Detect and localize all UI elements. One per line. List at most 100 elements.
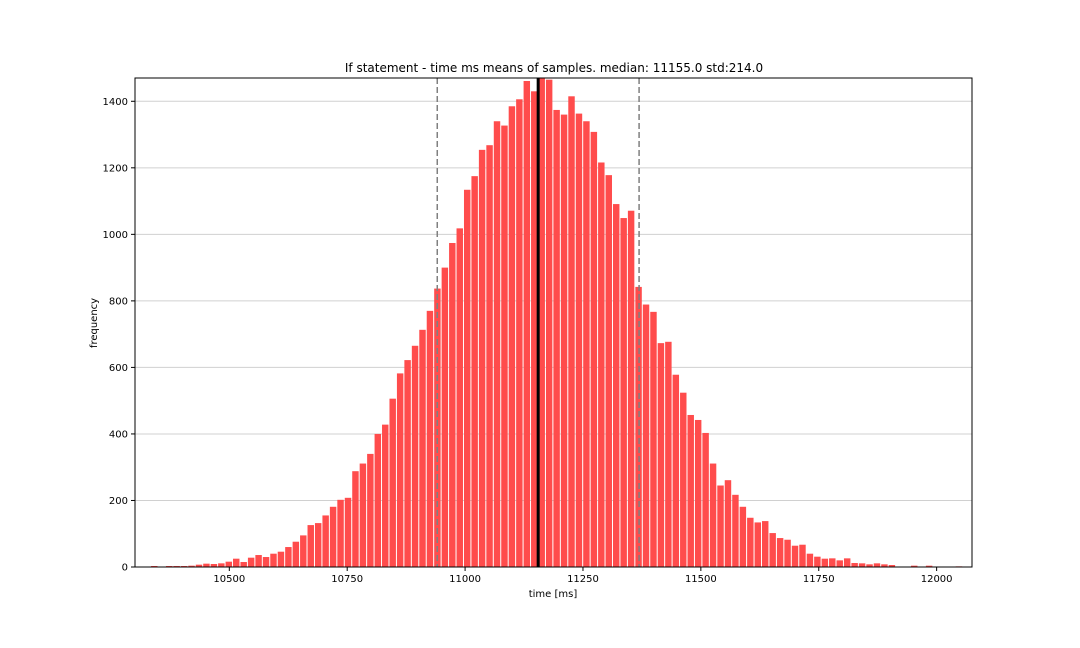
histogram-bar [873,563,881,567]
histogram-bar [665,341,672,567]
histogram-bar [814,556,821,567]
histogram-bar [568,96,575,567]
histogram-bar [680,392,687,567]
histogram-bar [337,499,344,567]
histogram-bar [471,176,478,567]
histogram-bar [791,545,799,567]
histogram-bar [717,485,724,567]
histogram-bar [538,78,545,567]
reference-lines [436,78,640,567]
histogram-bar [709,463,717,567]
histogram-bars [151,78,963,568]
histogram-bar [463,189,471,567]
histogram-bar [553,109,560,567]
histogram-bar [598,162,605,567]
histogram-bar [911,565,918,567]
histogram-bar [389,398,396,567]
histogram-bar [218,563,225,567]
histogram-bar [769,533,776,567]
histogram-bar [523,80,531,567]
histogram-bar [732,494,739,567]
y-tick-label: 200 [109,496,128,507]
histogram-bar [367,453,374,567]
histogram-bar [806,553,814,567]
plot-frame [134,77,973,568]
histogram-bar [590,131,598,567]
histogram-bar [799,544,806,567]
histogram-bar [203,563,210,567]
histogram-bar [762,521,769,567]
histogram-bar [739,506,747,567]
histogram-bar [344,497,352,567]
histogram-bar [449,242,456,568]
histogram-bar [240,562,247,567]
histogram-bar [314,523,322,567]
histogram-bar [888,565,896,567]
histogram-bar [545,79,553,567]
histogram-bar [322,515,329,567]
histogram-bar [508,106,516,567]
histogram-bar [329,506,337,567]
chart-title: If statement - time ms means of samples.… [345,61,763,75]
histogram-bar [300,535,307,567]
histogram-bar [277,551,285,567]
histogram-bar [478,149,486,567]
histogram-bar [434,288,441,567]
histogram-bar [307,525,314,567]
histogram-bar [836,560,843,567]
x-tick-label: 11000 [449,574,481,585]
y-axis-ticks: 0 200 400 600 800 1000 1200 1400 [103,97,135,574]
histogram-bar [881,564,888,567]
histogram-bar [531,91,538,567]
histogram-bar [612,204,620,568]
y-tick-label: 400 [109,429,128,440]
histogram-bar [486,145,493,567]
histogram-bar [501,125,508,567]
y-axis-label: frequency [89,298,100,348]
histogram-bar [374,433,382,567]
y-tick-label: 0 [122,563,128,574]
y-tick-label: 800 [109,296,128,307]
histogram-bar [493,121,501,567]
histogram-bar [583,121,590,567]
histogram-bar [426,310,434,567]
histogram-bar [821,558,829,567]
histogram-bar [575,113,583,568]
histogram-bar [620,218,627,567]
x-tick-label: 10500 [213,574,245,585]
histogram-bar [359,463,367,567]
histogram-bar [672,374,680,567]
histogram-bar [382,424,389,567]
histogram-bar [724,480,732,567]
y-tick-label: 1000 [103,230,128,241]
histogram-bar [866,564,873,567]
y-tick-label: 1200 [103,163,128,174]
histogram-bar [925,565,933,567]
histogram-bar [605,175,612,567]
histogram-bar [754,522,762,567]
histogram-bar [233,558,240,567]
histogram-bar [560,114,568,568]
histogram-bar [694,419,702,567]
x-tick-label: 11750 [803,574,835,585]
x-tick-label: 12000 [921,574,953,585]
histogram-bar [784,539,791,567]
y-tick-label: 1400 [103,97,128,108]
histogram-bar [210,564,218,567]
histogram-bar [851,563,858,567]
histogram-bar [396,373,404,567]
histogram-bar [702,432,709,567]
histogram-bar [195,564,203,567]
histogram-bar [747,517,754,567]
histogram-bar [292,541,300,567]
histogram-bar [642,304,650,567]
x-tick-label: 11500 [685,574,717,585]
histogram-bar [657,343,665,567]
x-axis-label: time [ms] [529,589,578,600]
histogram-bar [188,565,195,567]
histogram-bar [352,471,359,567]
histogram-bar [456,228,463,567]
histogram-bar [858,563,866,567]
histogram-bar [270,553,277,567]
